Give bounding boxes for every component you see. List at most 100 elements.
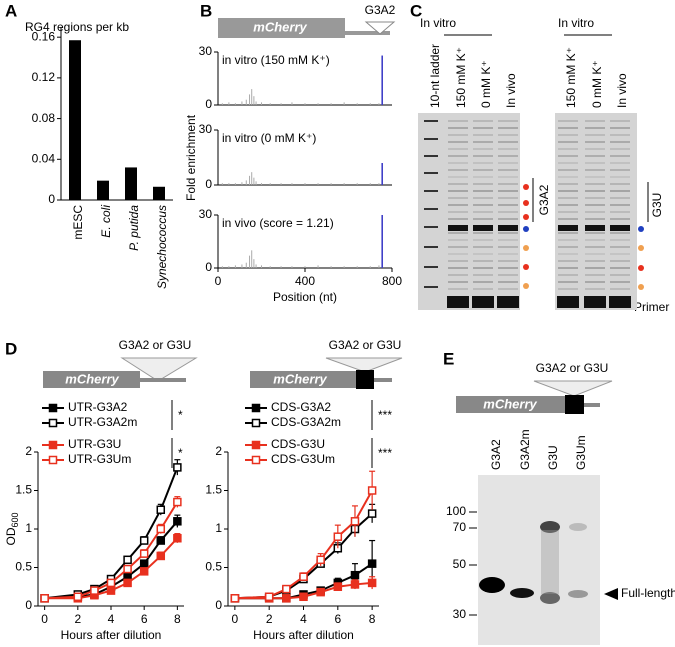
marker (333, 582, 343, 591)
ladder-band (424, 286, 438, 288)
x-tick-label: 6 (334, 612, 341, 626)
gel-band (585, 148, 605, 150)
gel-band (558, 155, 578, 157)
gel-band (498, 190, 518, 192)
gel-band (585, 204, 605, 206)
gel-band (473, 288, 493, 290)
legend-label: UTR-G3A2m (68, 415, 137, 429)
gel-band (473, 155, 493, 157)
y-tick-label: 0.12 (32, 70, 56, 84)
marker (350, 570, 360, 580)
gel-band (558, 127, 578, 129)
marker (316, 555, 325, 565)
gene-label: mCherry (273, 371, 327, 386)
panel-label: C (410, 1, 422, 20)
band-dot (523, 226, 529, 232)
gel-band (610, 260, 630, 262)
y-tick-label: 0 (48, 192, 55, 206)
gel-band (473, 148, 493, 150)
gel-band (448, 148, 468, 150)
gel-band (610, 141, 630, 143)
gel-band (498, 211, 518, 213)
y-tick-label: 1.5 (15, 483, 32, 497)
gel-band (473, 225, 493, 231)
x-tick-label: 6 (141, 612, 148, 626)
gel-band (610, 190, 630, 192)
legend-marker (48, 418, 58, 428)
ladder-band (424, 120, 438, 122)
gel-band (558, 239, 578, 241)
gel-band (585, 288, 605, 290)
gel-band (498, 197, 518, 199)
gel-band (473, 120, 493, 122)
gel-band (585, 190, 605, 192)
gel-band (472, 296, 494, 308)
x-tick-label: P. putida (127, 205, 141, 251)
gel-band (473, 134, 493, 136)
marker (139, 536, 149, 545)
y-tick-label: 0.04 (32, 151, 56, 165)
blot-band (540, 592, 560, 604)
legend-label: CDS-G3Um (271, 452, 335, 466)
gel-band (610, 162, 630, 164)
primer-label: Primer (634, 300, 669, 314)
gene-label: mCherry (65, 371, 119, 386)
bar (69, 40, 81, 200)
y-tick-label: 0 (205, 97, 212, 111)
gel-band (448, 274, 468, 276)
gel-band (610, 155, 630, 157)
legend-marker (251, 440, 261, 450)
marker-label: 70 (453, 520, 467, 534)
y-tick-label: 2 (215, 444, 222, 458)
gel-band (473, 190, 493, 192)
gene-box (218, 18, 345, 38)
blot-band (479, 577, 505, 593)
gel-band (585, 155, 605, 157)
legend-label: UTR-G3Um (68, 452, 131, 466)
insert-box (356, 370, 374, 389)
band-dot (523, 283, 529, 289)
gel-band (498, 134, 518, 136)
y-tick-label: 1 (25, 521, 32, 535)
gel-band (584, 296, 606, 308)
gel-band (473, 127, 493, 129)
gel-band (448, 225, 468, 231)
gel-band (609, 296, 631, 308)
gel-band (558, 225, 578, 231)
gel-band (498, 155, 518, 157)
marker (156, 551, 166, 561)
gel-band (498, 246, 518, 248)
insert-marker (325, 357, 403, 373)
gel-band (448, 218, 468, 220)
y-axis-label-text: Fold enrichment (184, 114, 198, 201)
band-dot (638, 226, 644, 232)
gel-band (610, 232, 630, 234)
marker (73, 592, 83, 602)
marker (230, 594, 240, 603)
insert-label: G3A2 or G3U (536, 361, 609, 375)
gel-band (448, 211, 468, 213)
blot-band (510, 588, 534, 598)
gel-band (473, 267, 493, 269)
gel-band (448, 267, 468, 269)
y-tick-label: 30 (199, 44, 213, 58)
gel-band (610, 169, 630, 171)
marker (367, 486, 377, 495)
y-tick-label: 0.5 (205, 560, 222, 574)
legend-marker (251, 403, 261, 413)
marker (123, 555, 132, 565)
gel-band (558, 141, 578, 143)
marker (299, 592, 308, 602)
marker (333, 532, 343, 541)
ladder-band (424, 266, 438, 268)
gel-band (498, 218, 518, 220)
insert-box (565, 395, 584, 414)
x-tick-label: 0 (232, 612, 239, 626)
legend-marker (48, 403, 58, 413)
x-axis-label: Position (nt) (273, 290, 337, 304)
marker (156, 536, 166, 545)
gel-band (448, 232, 468, 234)
marker-label: 100 (446, 504, 466, 518)
marker (173, 533, 182, 543)
gel-band (610, 197, 630, 199)
